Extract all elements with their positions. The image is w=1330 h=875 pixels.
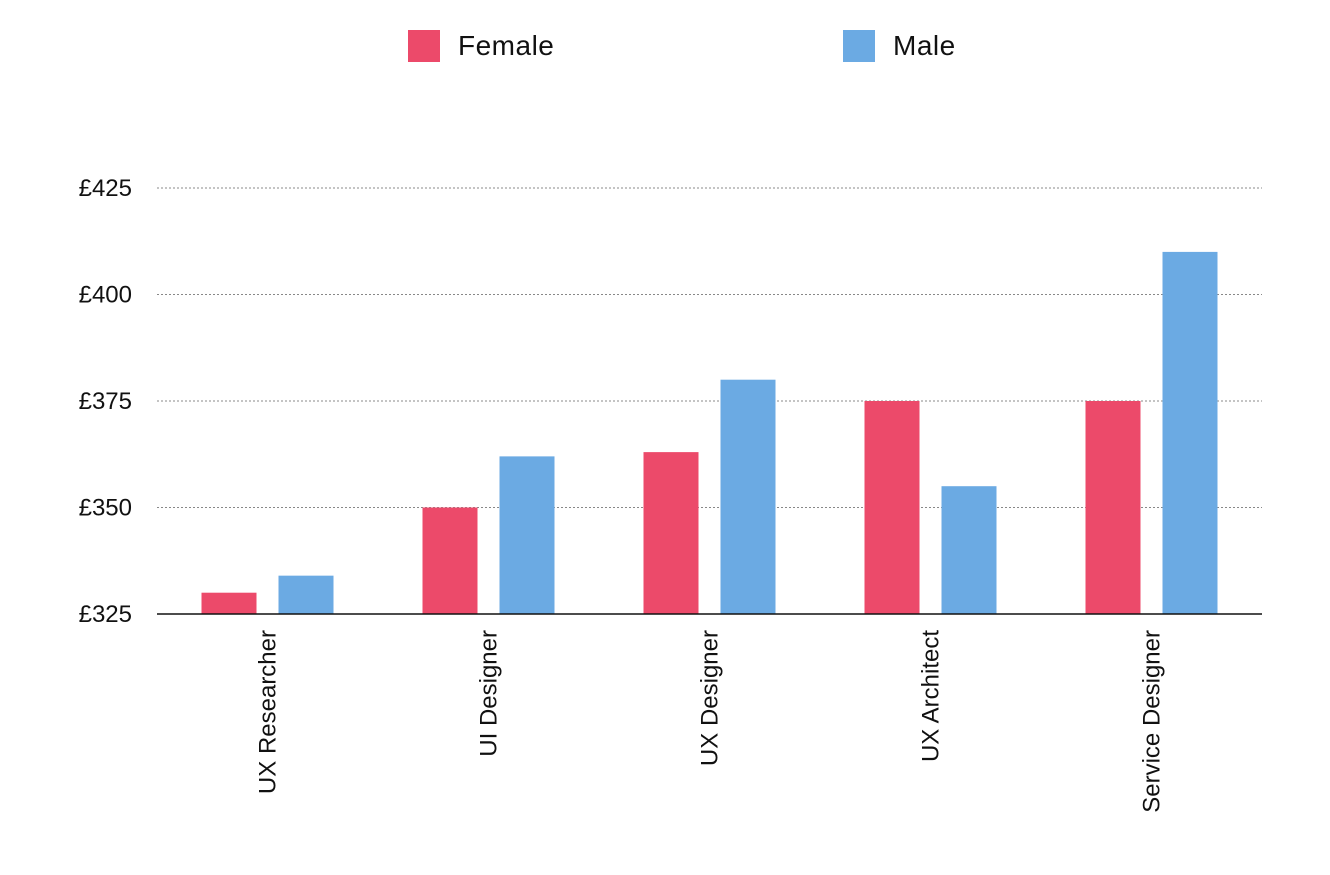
legend-item-male: Male [843, 26, 956, 66]
y-tick-label: £400 [79, 282, 132, 309]
bars [201, 251, 1218, 614]
x-tick-label: Service Designer [1139, 630, 1166, 813]
legend-swatch-female [408, 30, 440, 62]
y-tick-label: £425 [79, 175, 132, 202]
legend: Female Male [0, 26, 1330, 66]
bar-female [201, 592, 257, 614]
bar-male [720, 379, 776, 614]
x-axis-category-labels: UX Researcher UI Designer UX Designer UX Ar… [255, 630, 1166, 813]
legend-label-female: Female [458, 30, 555, 61]
y-tick-label: £350 [79, 495, 132, 522]
y-tick-label: £325 [79, 601, 132, 628]
bar-male [278, 575, 334, 614]
gridlines [157, 187, 1262, 508]
bar-male [941, 486, 997, 614]
x-tick-label: UX Architect [918, 630, 945, 762]
x-tick-label: UI Designer [476, 630, 503, 757]
bar-female [422, 507, 478, 614]
bar-female [864, 401, 920, 614]
bar-female [1085, 401, 1141, 614]
legend-item-female: Female [408, 26, 554, 66]
x-tick-label: UX Designer [697, 630, 724, 766]
bar-male [499, 456, 555, 614]
bar-male [1162, 251, 1218, 614]
y-tick-label: £375 [79, 388, 132, 415]
y-axis-tick-labels: £325 £350 £375 £400 £425 [79, 175, 132, 628]
legend-label-male: Male [893, 30, 956, 61]
bar-female [643, 452, 699, 614]
x-tick-label: UX Researcher [255, 630, 282, 794]
legend-swatch-male [843, 30, 875, 62]
